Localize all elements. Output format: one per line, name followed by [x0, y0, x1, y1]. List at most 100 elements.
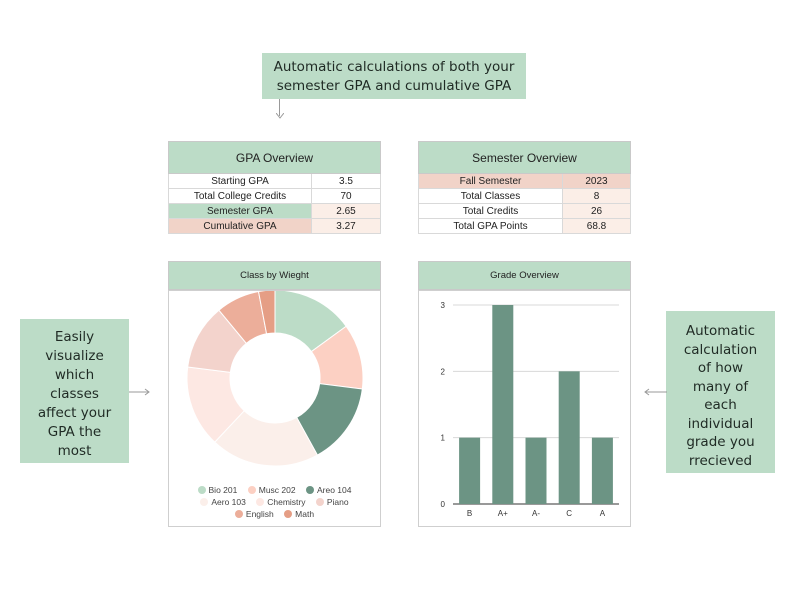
class-weight-panel: Bio 201 Musc 202 Areo 104 Aero 103 Chemi… — [168, 290, 381, 527]
gpa-overview-title: GPA Overview — [168, 141, 381, 174]
arrow-right-icon — [129, 388, 150, 396]
bar-A- — [525, 437, 547, 504]
callout-left-line: classes — [50, 386, 99, 402]
y-tick-label: 0 — [441, 500, 446, 509]
arrow-down-icon — [276, 113, 284, 119]
legend-label: Piano — [326, 497, 349, 507]
callout-right-line: grade you — [686, 434, 755, 450]
y-tick-label: 3 — [441, 301, 446, 310]
table-cell-value: 68.8 — [562, 218, 631, 234]
legend-label: Chemistry — [267, 497, 306, 507]
legend-label: Areo 104 — [316, 485, 352, 495]
table-cell-label: Starting GPA — [168, 173, 312, 189]
legend-swatch — [197, 486, 206, 494]
callout-top: Automatic calculations of both your seme… — [262, 53, 526, 99]
legend-swatch — [247, 486, 256, 494]
table-cell-label: Fall Semester — [418, 173, 563, 189]
table-row: Semester GPA 2.65 — [168, 203, 381, 219]
table-row: Total Classes 8 — [418, 188, 631, 204]
callout-top-line2: semester GPA and cumulative GPA — [276, 78, 512, 94]
legend-swatch — [284, 510, 293, 518]
x-tick-label: C — [566, 509, 572, 518]
semester-overview-table: Semester Overview Fall Semester 2023 Tot… — [418, 141, 631, 234]
legend-swatch — [200, 498, 209, 506]
y-tick-label: 1 — [441, 434, 446, 443]
legend-item: Chemistry — [256, 497, 306, 507]
table-row: Total Credits 26 — [418, 203, 631, 219]
table-cell-value: 8 — [562, 188, 631, 204]
legend-swatch — [315, 498, 324, 506]
legend-item: Piano — [315, 497, 349, 507]
table-cell-value: 26 — [562, 203, 631, 219]
legend-swatch — [305, 486, 314, 494]
arrow-left-icon — [644, 388, 667, 396]
x-tick-label: A+ — [498, 509, 508, 518]
x-tick-label: A — [600, 509, 606, 518]
table-cell-label: Total Credits — [418, 203, 563, 219]
table-cell-label: Total GPA Points — [418, 218, 563, 234]
legend-swatch — [234, 510, 243, 518]
grade-overview-title: Grade Overview — [418, 261, 631, 290]
semester-overview-title: Semester Overview — [418, 141, 631, 174]
table-row: Total College Credits 70 — [168, 188, 381, 204]
grade-overview-panel: 0 1 2 3 B A+ A- C A — [418, 290, 631, 527]
callout-top-connector — [279, 99, 280, 116]
legend-label: Musc 202 — [258, 485, 296, 495]
callout-right-line: individual — [687, 415, 754, 432]
table-cell-value: 2.65 — [311, 203, 381, 219]
legend-item: Areo 104 — [305, 485, 352, 495]
table-row: Cumulative GPA 3.27 — [168, 218, 381, 234]
donut-legend-row: Bio 201 Musc 202 Areo 104 — [169, 485, 380, 495]
donut-chart — [186, 291, 364, 467]
legend-item: Math — [284, 509, 314, 519]
table-row: Total GPA Points 68.8 — [418, 218, 631, 234]
bar-C — [558, 371, 580, 504]
callout-left-line: which — [54, 367, 95, 383]
bar-A — [591, 437, 613, 504]
table-cell-value: 70 — [311, 188, 381, 204]
callout-left: Easily visualize which classes affect yo… — [20, 319, 129, 463]
table-cell-label: Total Classes — [418, 188, 563, 204]
bar-A+ — [492, 305, 514, 504]
legend-label: Math — [295, 509, 315, 519]
callout-left-line: affect your — [37, 405, 112, 421]
y-tick-label: 2 — [441, 367, 446, 376]
legend-label: Bio 201 — [208, 485, 238, 495]
callout-right-line: many of — [692, 378, 749, 395]
table-cell-label: Total College Credits — [168, 188, 312, 204]
donut-legend-row: Aero 103 Chemistry Piano — [169, 497, 380, 507]
gpa-overview-table: GPA Overview Starting GPA 3.5 Total Coll… — [168, 141, 381, 234]
legend-swatch — [256, 498, 265, 506]
callout-left-line: most — [57, 443, 92, 459]
table-cell-value: 2023 — [562, 173, 631, 189]
legend-label: English — [245, 509, 274, 519]
donut-slice-math — [257, 291, 276, 335]
x-tick-label: A- — [532, 509, 540, 518]
table-row: Fall Semester 2023 — [418, 173, 631, 189]
legend-label: Aero 103 — [211, 497, 246, 507]
legend-item: English — [234, 509, 274, 519]
table-cell-value: 3.27 — [311, 218, 381, 234]
table-cell-label: Semester GPA — [168, 203, 312, 219]
callout-right-line: Automatic — [685, 323, 756, 339]
callout-right-line: rrecieved — [688, 452, 753, 469]
x-tick-label: B — [467, 509, 472, 518]
donut-legend-row: English Math — [169, 509, 380, 519]
bar-B — [459, 437, 481, 504]
callout-right-line: of how — [697, 360, 744, 376]
callout-left-line: GPA the — [47, 424, 102, 440]
callout-right-line: calculation — [683, 341, 758, 358]
callout-right: Automatic calculation of how many of eac… — [666, 311, 775, 473]
bar-chart: 0 1 2 3 B A+ A- C A — [441, 301, 619, 518]
callout-right-line: each — [704, 397, 737, 413]
table-row: Starting GPA 3.5 — [168, 173, 381, 189]
legend-item: Aero 103 — [200, 497, 246, 507]
legend-item: Bio 201 — [197, 485, 238, 495]
callout-top-line1: Automatic calculations of both your — [273, 59, 515, 75]
table-cell-label: Cumulative GPA — [168, 218, 312, 234]
class-weight-title: Class by Wieght — [168, 261, 381, 290]
legend-item: Musc 202 — [247, 485, 296, 495]
callout-left-line: visualize — [45, 348, 104, 364]
table-cell-value: 3.5 — [311, 173, 381, 189]
callout-left-line: Easily — [54, 329, 95, 345]
